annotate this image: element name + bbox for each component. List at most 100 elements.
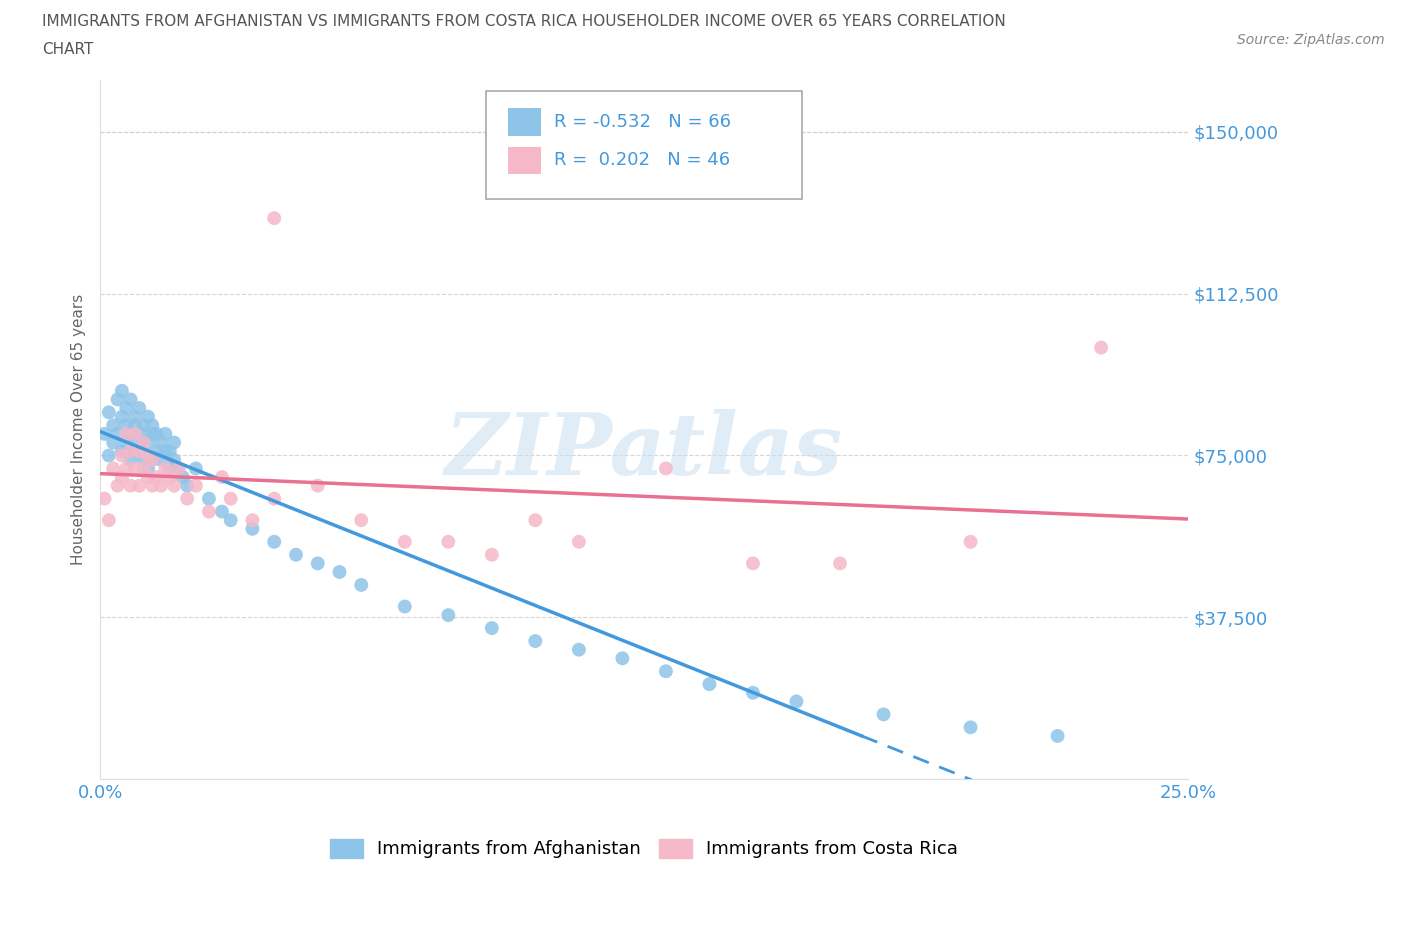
- Point: [145, 444, 167, 458]
- Point: [124, 409, 146, 424]
- Point: [124, 418, 146, 432]
- Point: [742, 685, 765, 700]
- Point: [128, 444, 150, 458]
- Point: [128, 478, 150, 493]
- Point: [219, 491, 242, 506]
- Point: [141, 452, 163, 467]
- Point: [107, 427, 129, 442]
- Point: [115, 461, 138, 476]
- Point: [307, 478, 329, 493]
- Point: [263, 535, 285, 550]
- Point: [172, 470, 194, 485]
- Point: [120, 478, 142, 493]
- Text: CHART: CHART: [42, 42, 94, 57]
- Point: [115, 401, 138, 416]
- Point: [163, 452, 186, 467]
- Point: [1046, 728, 1069, 743]
- Point: [128, 401, 150, 416]
- Point: [145, 470, 167, 485]
- Point: [394, 599, 416, 614]
- Point: [828, 556, 851, 571]
- Point: [328, 565, 350, 579]
- Point: [103, 418, 125, 432]
- Point: [437, 607, 460, 622]
- Text: R = -0.532   N = 66: R = -0.532 N = 66: [554, 113, 731, 131]
- Point: [111, 409, 134, 424]
- Point: [124, 461, 146, 476]
- Point: [176, 491, 198, 506]
- Point: [242, 522, 264, 537]
- Point: [107, 478, 129, 493]
- Point: [150, 435, 173, 450]
- Point: [111, 444, 134, 458]
- Point: [111, 448, 134, 463]
- Point: [155, 444, 177, 458]
- Point: [524, 633, 547, 648]
- Point: [219, 512, 242, 527]
- Point: [136, 470, 159, 485]
- Point: [145, 427, 167, 442]
- Point: [136, 435, 159, 450]
- Point: [159, 444, 181, 458]
- Text: Source: ZipAtlas.com: Source: ZipAtlas.com: [1237, 33, 1385, 46]
- Point: [150, 452, 173, 467]
- Legend: Immigrants from Afghanistan, Immigrants from Costa Rica: Immigrants from Afghanistan, Immigrants …: [322, 830, 967, 868]
- Point: [141, 418, 163, 432]
- Point: [785, 694, 807, 709]
- Point: [150, 478, 173, 493]
- Point: [128, 435, 150, 450]
- Point: [655, 461, 678, 476]
- Point: [132, 461, 155, 476]
- Point: [198, 491, 221, 506]
- Point: [211, 470, 233, 485]
- Point: [959, 720, 981, 735]
- Point: [136, 409, 159, 424]
- Point: [97, 512, 120, 527]
- Point: [394, 535, 416, 550]
- Point: [176, 478, 198, 493]
- Point: [612, 651, 634, 666]
- Point: [198, 504, 221, 519]
- Point: [93, 491, 115, 506]
- Point: [124, 427, 146, 442]
- Point: [655, 664, 678, 679]
- Point: [285, 547, 308, 562]
- Point: [115, 435, 138, 450]
- Point: [111, 470, 134, 485]
- Point: [184, 461, 207, 476]
- Point: [132, 418, 155, 432]
- Point: [120, 444, 142, 458]
- Point: [141, 427, 163, 442]
- Point: [93, 427, 115, 442]
- Point: [141, 452, 163, 467]
- Point: [263, 491, 285, 506]
- Point: [959, 535, 981, 550]
- Text: IMMIGRANTS FROM AFGHANISTAN VS IMMIGRANTS FROM COSTA RICA HOUSEHOLDER INCOME OVE: IMMIGRANTS FROM AFGHANISTAN VS IMMIGRANT…: [42, 14, 1005, 29]
- Point: [1090, 340, 1112, 355]
- Point: [120, 452, 142, 467]
- Point: [167, 461, 190, 476]
- Point: [163, 435, 186, 450]
- Point: [103, 435, 125, 450]
- Point: [120, 427, 142, 442]
- Point: [132, 427, 155, 442]
- Point: [481, 547, 503, 562]
- Point: [242, 512, 264, 527]
- Text: R =  0.202   N = 46: R = 0.202 N = 46: [554, 152, 730, 169]
- Point: [307, 556, 329, 571]
- Point: [155, 461, 177, 476]
- Bar: [508, 108, 541, 136]
- Point: [103, 461, 125, 476]
- Point: [120, 392, 142, 406]
- Point: [136, 461, 159, 476]
- Point: [437, 535, 460, 550]
- Point: [167, 461, 190, 476]
- Point: [136, 448, 159, 463]
- Point: [111, 383, 134, 398]
- Point: [159, 461, 181, 476]
- Point: [481, 620, 503, 635]
- Point: [350, 512, 373, 527]
- Point: [141, 478, 163, 493]
- Point: [568, 535, 591, 550]
- Point: [107, 392, 129, 406]
